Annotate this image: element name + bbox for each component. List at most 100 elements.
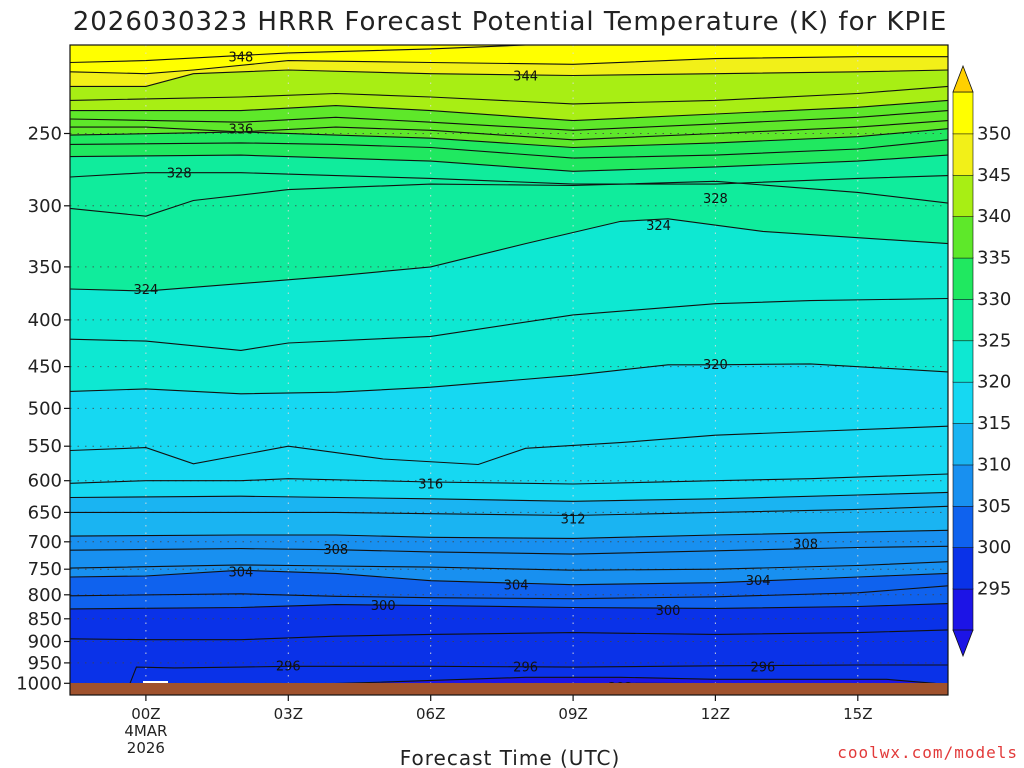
colorbar-label-295: 295 bbox=[977, 579, 1011, 600]
contour-label-296: 296 bbox=[513, 660, 538, 675]
contour-label-304: 304 bbox=[504, 579, 529, 594]
colorbar-label-315: 315 bbox=[977, 413, 1011, 434]
colorbar: 295 300 305 310 315 320 325 330 335 340 345 350 bbox=[952, 64, 1011, 658]
contour-306 bbox=[70, 561, 948, 571]
contour-labels: 348 344 336 328 328 324 324 320 316 312 308 308 304 3… bbox=[133, 51, 818, 695]
colorbar-segment-8 bbox=[952, 257, 974, 300]
credit-text: coolwx.com/models bbox=[837, 743, 1018, 762]
y-tick-label-250: 250 bbox=[28, 124, 62, 145]
contour-346 bbox=[70, 56, 948, 75]
colorbar-segment-6 bbox=[952, 339, 974, 383]
colorbar-segment-0 bbox=[952, 588, 974, 631]
contour-label-296: 296 bbox=[750, 660, 775, 675]
contour-label-324: 324 bbox=[133, 283, 158, 298]
contour-300 bbox=[70, 603, 948, 610]
contour-label-324: 324 bbox=[646, 219, 671, 234]
colorbar-segment-9 bbox=[952, 215, 974, 259]
y-tick-label-500: 500 bbox=[28, 398, 62, 419]
contour-label-316: 316 bbox=[418, 477, 443, 492]
x-tick-label-15Z: 15Z bbox=[843, 705, 872, 723]
colorbar-segment-7 bbox=[952, 298, 974, 342]
colorbar-label-310: 310 bbox=[977, 455, 1011, 476]
surface-marker bbox=[143, 681, 168, 683]
colorbar-label-330: 330 bbox=[977, 289, 1011, 310]
y-tick-label-600: 600 bbox=[28, 471, 62, 492]
contour-label-328: 328 bbox=[167, 167, 192, 182]
contour-348 bbox=[70, 45, 574, 64]
colorbar-label-325: 325 bbox=[977, 330, 1011, 351]
colorbar-segment-2 bbox=[952, 505, 974, 548]
colorbar-segment-11 bbox=[952, 133, 974, 176]
contour-322 bbox=[70, 297, 948, 351]
y-tick-label-400: 400 bbox=[28, 310, 62, 331]
contour-298 bbox=[70, 629, 948, 641]
filled-contour-bands bbox=[70, 45, 948, 695]
contour-336 bbox=[70, 120, 948, 141]
colorbar-label-320: 320 bbox=[977, 372, 1011, 393]
contour-340 bbox=[70, 99, 948, 122]
y-tick-label-550: 550 bbox=[28, 436, 62, 457]
y-tick-label-950: 950 bbox=[28, 653, 62, 674]
contour-310 bbox=[70, 529, 948, 539]
contour-318 bbox=[70, 425, 948, 466]
colorbar-under-arrow bbox=[952, 629, 974, 658]
x-tick-label-03Z: 03Z bbox=[274, 705, 303, 723]
y-tick-label-900: 900 bbox=[28, 632, 62, 653]
contour-label-344: 344 bbox=[513, 70, 538, 85]
colorbar-segment-5 bbox=[952, 381, 974, 424]
colorbar-label-335: 335 bbox=[977, 248, 1011, 269]
pressure-axis: 2503003504004505005506006507007508008509… bbox=[16, 124, 70, 694]
x-tick-label-06Z: 06Z bbox=[416, 705, 445, 723]
contour-label-348: 348 bbox=[228, 51, 253, 66]
colorbar-segment-1 bbox=[952, 546, 974, 590]
contour-label-328: 328 bbox=[703, 192, 728, 207]
contour-338 bbox=[70, 110, 948, 131]
y-tick-label-750: 750 bbox=[28, 559, 62, 580]
contour-label-296: 296 bbox=[276, 659, 301, 674]
y-tick-label-850: 850 bbox=[28, 609, 62, 630]
y-tick-label-700: 700 bbox=[28, 532, 62, 553]
colorbar-segment-3 bbox=[952, 464, 974, 507]
y-tick-label-800: 800 bbox=[28, 585, 62, 606]
colorbar-segment-4 bbox=[952, 422, 974, 466]
plot-area: 348 344 336 328 328 324 324 320 316 312 308 308 304 3… bbox=[70, 45, 948, 695]
colorbar-segment-12 bbox=[952, 91, 974, 135]
x-tick-label-00Z: 00Z bbox=[131, 705, 160, 723]
plot-frame bbox=[69, 44, 949, 696]
contour-344 bbox=[70, 69, 948, 87]
x-axis-title: Forecast Time (UTC) bbox=[400, 746, 621, 768]
contour-316 bbox=[70, 473, 948, 485]
chart-title: 2026030323 HRRR Forecast Potential Tempe… bbox=[73, 7, 948, 37]
y-tick-label-350: 350 bbox=[28, 257, 62, 278]
contour-label-300: 300 bbox=[656, 604, 681, 619]
contour-334 bbox=[70, 128, 948, 149]
contour-312 bbox=[70, 505, 948, 517]
colorbar-over-arrow bbox=[952, 64, 974, 93]
contour-296 bbox=[126, 664, 948, 692]
contour-label-308: 308 bbox=[323, 543, 348, 558]
colorbar-label-345: 345 bbox=[977, 165, 1011, 186]
contour-324 bbox=[70, 218, 948, 292]
colorbar-segment-10 bbox=[952, 174, 974, 218]
contour-330 bbox=[70, 154, 948, 172]
contour-label-312: 312 bbox=[561, 513, 586, 528]
y-tick-label-450: 450 bbox=[28, 357, 62, 378]
contour-308 bbox=[70, 545, 948, 555]
contour-304 bbox=[70, 569, 948, 586]
x-tick-label-12Z: 12Z bbox=[701, 705, 730, 723]
y-tick-label-650: 650 bbox=[28, 502, 62, 523]
contour-326 bbox=[70, 180, 948, 217]
y-tick-label-1000: 1000 bbox=[16, 673, 62, 694]
x-tick-label-09Z: 09Z bbox=[558, 705, 587, 723]
colorbar-label-305: 305 bbox=[977, 496, 1011, 517]
x-tick-year: 2026 bbox=[127, 739, 165, 757]
contour-302 bbox=[70, 585, 948, 600]
y-tick-label-300: 300 bbox=[28, 196, 62, 217]
contour-342 bbox=[70, 85, 948, 105]
colorbar-label-350: 350 bbox=[977, 123, 1011, 144]
contour-label-308: 308 bbox=[793, 538, 818, 553]
ground-strip bbox=[70, 683, 948, 695]
contour-label-320: 320 bbox=[703, 358, 728, 373]
